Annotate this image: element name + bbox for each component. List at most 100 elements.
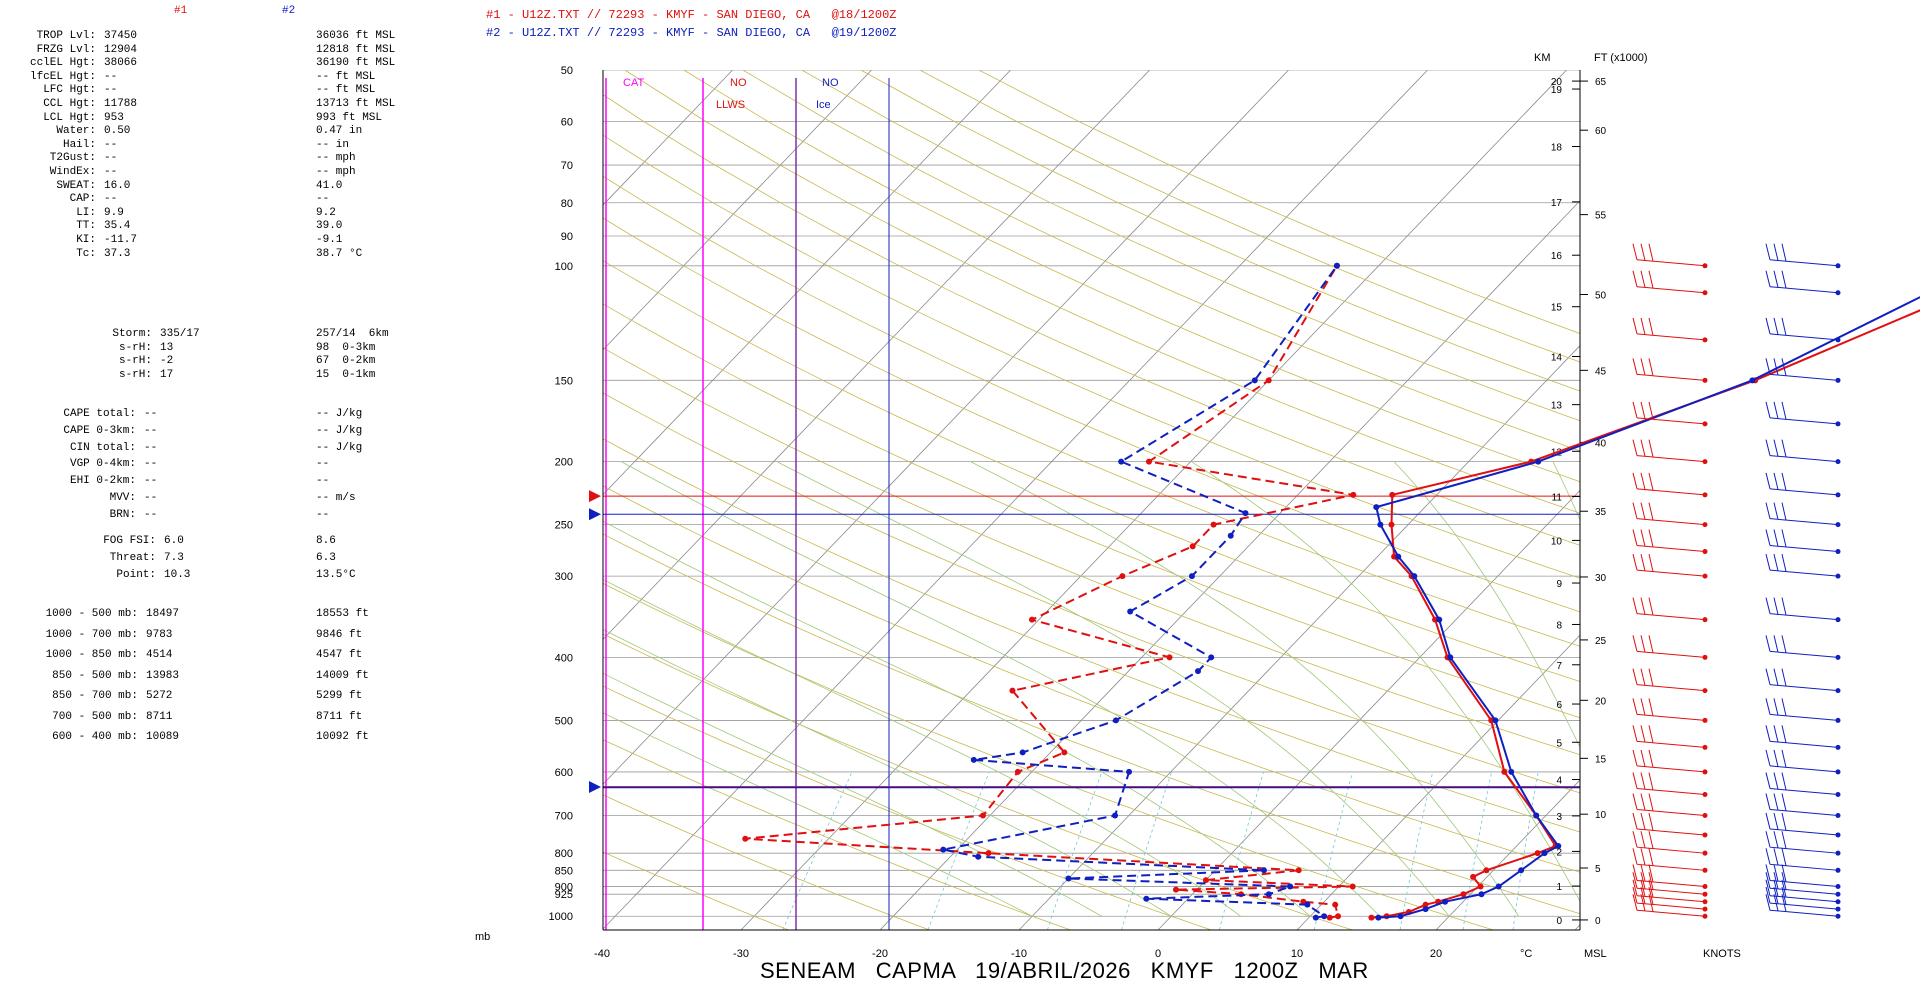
- temperature-series-2-point: [1422, 906, 1429, 913]
- wind-barb-1-staff: [1636, 545, 1706, 553]
- wind-barb-1-feather: [1640, 317, 1646, 335]
- msl-label: MSL: [1584, 948, 1607, 960]
- moist-adiabat: [1393, 461, 1580, 749]
- temperature-series-2-point: [1411, 573, 1418, 580]
- wind-barb-1-base: [1702, 891, 1708, 897]
- wind-barb-2-feather: [1781, 872, 1787, 890]
- dewpoint-series-1-point: [1332, 901, 1339, 908]
- wind-barb-2-feather: [1781, 894, 1787, 912]
- stat-value-1: 7.3: [164, 551, 184, 564]
- sounding1-header: #1 - U12Z.TXT // 72293 - KMYF - SAN DIEG…: [486, 8, 897, 22]
- wind-barb-1-feather: [1640, 597, 1646, 615]
- wind-barb-2-feather: [1781, 635, 1787, 653]
- stat-label: VGP 0-4km:: [69, 458, 136, 471]
- stat-label: s-rH:: [118, 368, 152, 381]
- stat-value-2: 38.7 °C: [316, 247, 363, 260]
- stat-value-1: -11.7: [104, 234, 138, 246]
- wind-barb-1-feather: [1648, 472, 1654, 491]
- dry-adiabat: [603, 175, 1580, 613]
- stat-value-2: 67 0-2km: [316, 355, 376, 368]
- pressure-tick-label: 150: [555, 375, 573, 387]
- moist-adiabat: [603, 520, 1311, 917]
- dry-adiabat: [603, 739, 1071, 930]
- stat-value-1: --: [104, 193, 118, 206]
- wind-barb-1-feather: [1632, 894, 1638, 911]
- stat-label: KI:: [76, 234, 96, 246]
- moist-adiabat: [603, 628, 1172, 917]
- wind-barb-2-feather: [1765, 635, 1771, 652]
- wind-barb-2-base: [1835, 883, 1841, 889]
- stat-label: CAPE total:: [63, 408, 136, 420]
- wind-barb-2-feather: [1781, 554, 1787, 572]
- wind-barb-1-base: [1702, 573, 1708, 579]
- stat-label: Tc:: [76, 247, 96, 260]
- stat-value-2: -- mph: [316, 166, 356, 178]
- temperature-tick-label: -30: [733, 948, 749, 960]
- stat-value-1: 12904: [104, 43, 138, 56]
- pressure-tick-label: 100: [555, 261, 573, 273]
- wind-barb-1-feather: [1648, 439, 1654, 458]
- col1-header: #1: [174, 5, 188, 17]
- temperature-series-2-point: [1373, 504, 1380, 511]
- stat-value-1: --: [144, 458, 158, 471]
- wind-barb-2-feather: [1765, 698, 1771, 715]
- isotherm: [0, 70, 316, 930]
- wind-barb-1-feather: [1648, 401, 1654, 420]
- wind-barb-1-base: [1702, 377, 1708, 383]
- stat-value-2: 8.6: [316, 535, 336, 547]
- stat-value-2: 4547 ft: [316, 649, 363, 661]
- ice-label: Ice: [816, 99, 831, 111]
- dewpoint-series-2-point: [1112, 812, 1119, 819]
- temperature-series-2-point: [1508, 768, 1515, 775]
- kft-tick-label: 60: [1595, 126, 1607, 137]
- stat-value-1: 13983: [146, 669, 180, 682]
- stat-label: 850 - 500 mb:: [52, 669, 138, 682]
- wind-barb-2-feather: [1781, 879, 1787, 898]
- wind-barb-2-feather: [1773, 502, 1779, 520]
- stat-value-1: -2: [160, 355, 174, 368]
- wind-barb-2-feather: [1765, 831, 1771, 848]
- km-tick-label: 4: [1556, 776, 1562, 787]
- dewpoint-series-2-point: [975, 853, 982, 860]
- col2-header: #2: [282, 5, 296, 17]
- dewpoint-series-1-point: [1350, 491, 1357, 498]
- km-tick-label: 1: [1556, 882, 1562, 893]
- freezing-marker: [589, 781, 601, 794]
- llws-label: LLWS: [716, 99, 745, 111]
- dewpoint-series-2-point: [1227, 532, 1234, 539]
- stat-value-2: 36036 ft MSL: [316, 30, 396, 42]
- wind-barb-2-feather: [1765, 529, 1771, 546]
- wind-barb-1-feather: [1632, 879, 1638, 896]
- wind-barb-2-feather: [1781, 772, 1787, 791]
- stat-value-2: 9.2: [316, 206, 336, 219]
- no-llws-label: NO: [730, 77, 747, 89]
- wind-barb-1-feather: [1648, 668, 1654, 687]
- wind-barb-2-staff: [1769, 879, 1839, 887]
- wind-barb-1-feather: [1632, 848, 1638, 865]
- wind-barb-2-base: [1835, 492, 1841, 498]
- wind-barb-1-base: [1702, 883, 1708, 889]
- wind-barb-2-feather: [1773, 668, 1779, 686]
- dewpoint-series-1-point: [980, 812, 987, 819]
- stat-label: s-rH:: [118, 355, 152, 368]
- wind-barb-2-feather: [1765, 472, 1771, 489]
- temperature-series-2-point: [1492, 717, 1499, 724]
- wind-barb-1-feather: [1648, 317, 1654, 336]
- stat-value-1: 953: [104, 111, 124, 124]
- wind-barb-2-feather: [1781, 317, 1787, 336]
- isotherm: [0, 70, 455, 930]
- isotherm: [603, 70, 1289, 785]
- stat-label: cclEL Hgt:: [29, 57, 96, 70]
- wind-barb-1-feather: [1640, 529, 1646, 547]
- footer-title: SENEAM CAPMA 19/ABRIL/2026 KMYF 1200Z MA…: [760, 958, 1369, 983]
- mixing-ratio-line: [782, 771, 853, 930]
- isotherm: [603, 70, 1428, 930]
- isotherm: [603, 70, 872, 351]
- wind-barb-2-feather: [1781, 472, 1787, 491]
- wind-barb-1-feather: [1648, 698, 1654, 716]
- km-tick-label: 9: [1556, 579, 1562, 590]
- wind-barb-1-staff: [1636, 286, 1706, 294]
- mixing-ratio-line: [1047, 771, 1103, 930]
- stat-value-2: 41.0: [316, 179, 343, 192]
